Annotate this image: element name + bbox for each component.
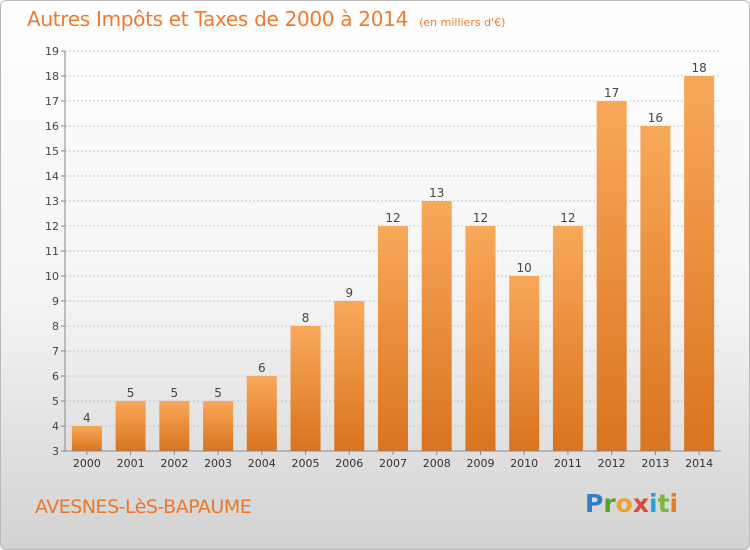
x-tick-label: 2007 [379,457,407,470]
x-tick-label: 2008 [423,457,451,470]
logo-letter: P [585,489,604,518]
bar-value-label: 5 [171,386,179,400]
y-tick-label: 4 [52,420,59,433]
bar-value-label: 8 [302,311,310,325]
x-tick-label: 2011 [554,457,582,470]
bar-value-label: 10 [517,261,532,275]
bar-value-label: 16 [648,111,663,125]
logo-letter: i [649,489,658,518]
logo-letter: r [603,489,616,518]
x-tick-label: 2002 [160,457,188,470]
bars-layer: 4 5 5 5 6 8 9 12 13 12 10 12 17 16 18 [71,61,715,451]
bar [203,401,234,451]
y-tick-label: 11 [45,245,59,258]
bar [640,126,671,451]
y-tick-label: 16 [45,120,59,133]
y-tick-label: 19 [45,45,59,58]
bar [465,226,496,451]
bar-value-label: 12 [385,211,400,225]
bar-value-label: 6 [258,361,266,375]
bar-value-label: 18 [691,61,706,75]
bar-value-label: 12 [560,211,575,225]
y-tick-label: 12 [45,220,59,233]
y-tick-label: 14 [45,170,59,183]
bar-value-label: 9 [345,286,353,300]
x-tick-label: 2014 [685,457,713,470]
y-tick-label: 10 [45,270,59,283]
bar [421,201,452,451]
x-tick-label: 2000 [73,457,101,470]
x-tick-label: 2004 [248,457,276,470]
bar-value-label: 5 [214,386,222,400]
y-tick-label: 6 [52,370,59,383]
x-tick-label: 2005 [292,457,320,470]
x-tick-label: 2009 [466,457,494,470]
commune-name: AVESNES-LèS-BAPAUME [35,496,252,518]
y-tick-label: 15 [45,145,59,158]
x-tick-label: 2012 [598,457,626,470]
y-tick-label: 9 [52,295,59,308]
chart-title-block: Autres Impôts et Taxes de 2000 à 2014 (e… [27,7,505,31]
bar [71,426,102,451]
proxiti-logo: Proxiti [585,489,678,518]
logo-letter: o [615,489,633,518]
y-tick-label: 13 [45,195,59,208]
y-tick-label: 5 [52,395,59,408]
bar-value-label: 12 [473,211,488,225]
bar [378,226,408,451]
x-tick-label: 2013 [641,457,669,470]
y-tick-label: 17 [45,95,59,108]
bar [159,401,190,451]
bar-value-label: 13 [429,186,444,200]
bar-value-label: 4 [83,411,91,425]
bar [290,326,321,451]
bar [552,226,583,451]
x-tick-label: 2001 [117,457,145,470]
bar [115,401,146,451]
bar [684,76,715,451]
bar-value-label: 5 [127,386,135,400]
chart-title: Autres Impôts et Taxes de 2000 à 2014 [27,7,408,31]
x-tick-label: 2003 [204,457,232,470]
bar [596,101,627,451]
x-tick-label: 2010 [510,457,538,470]
logo-letter: i [669,489,679,518]
chart-unit: (en milliers d'€) [419,16,506,29]
y-tick-label: 18 [45,70,59,83]
x-tick-label: 2006 [335,457,363,470]
y-tick-label: 3 [52,445,59,458]
bar-value-label: 17 [604,86,619,100]
logo-letter: t [657,489,670,518]
bar [246,376,277,451]
y-tick-label: 7 [52,345,59,358]
y-tick-label: 8 [52,320,59,333]
axis-layer: 3 4 5 6 7 8 9 10 11 12 13 14 15 16 17 18 19 2000 2001 2002 2… [45,45,721,470]
bar [334,301,365,451]
logo-letter: x [632,489,649,518]
bar [509,276,540,451]
